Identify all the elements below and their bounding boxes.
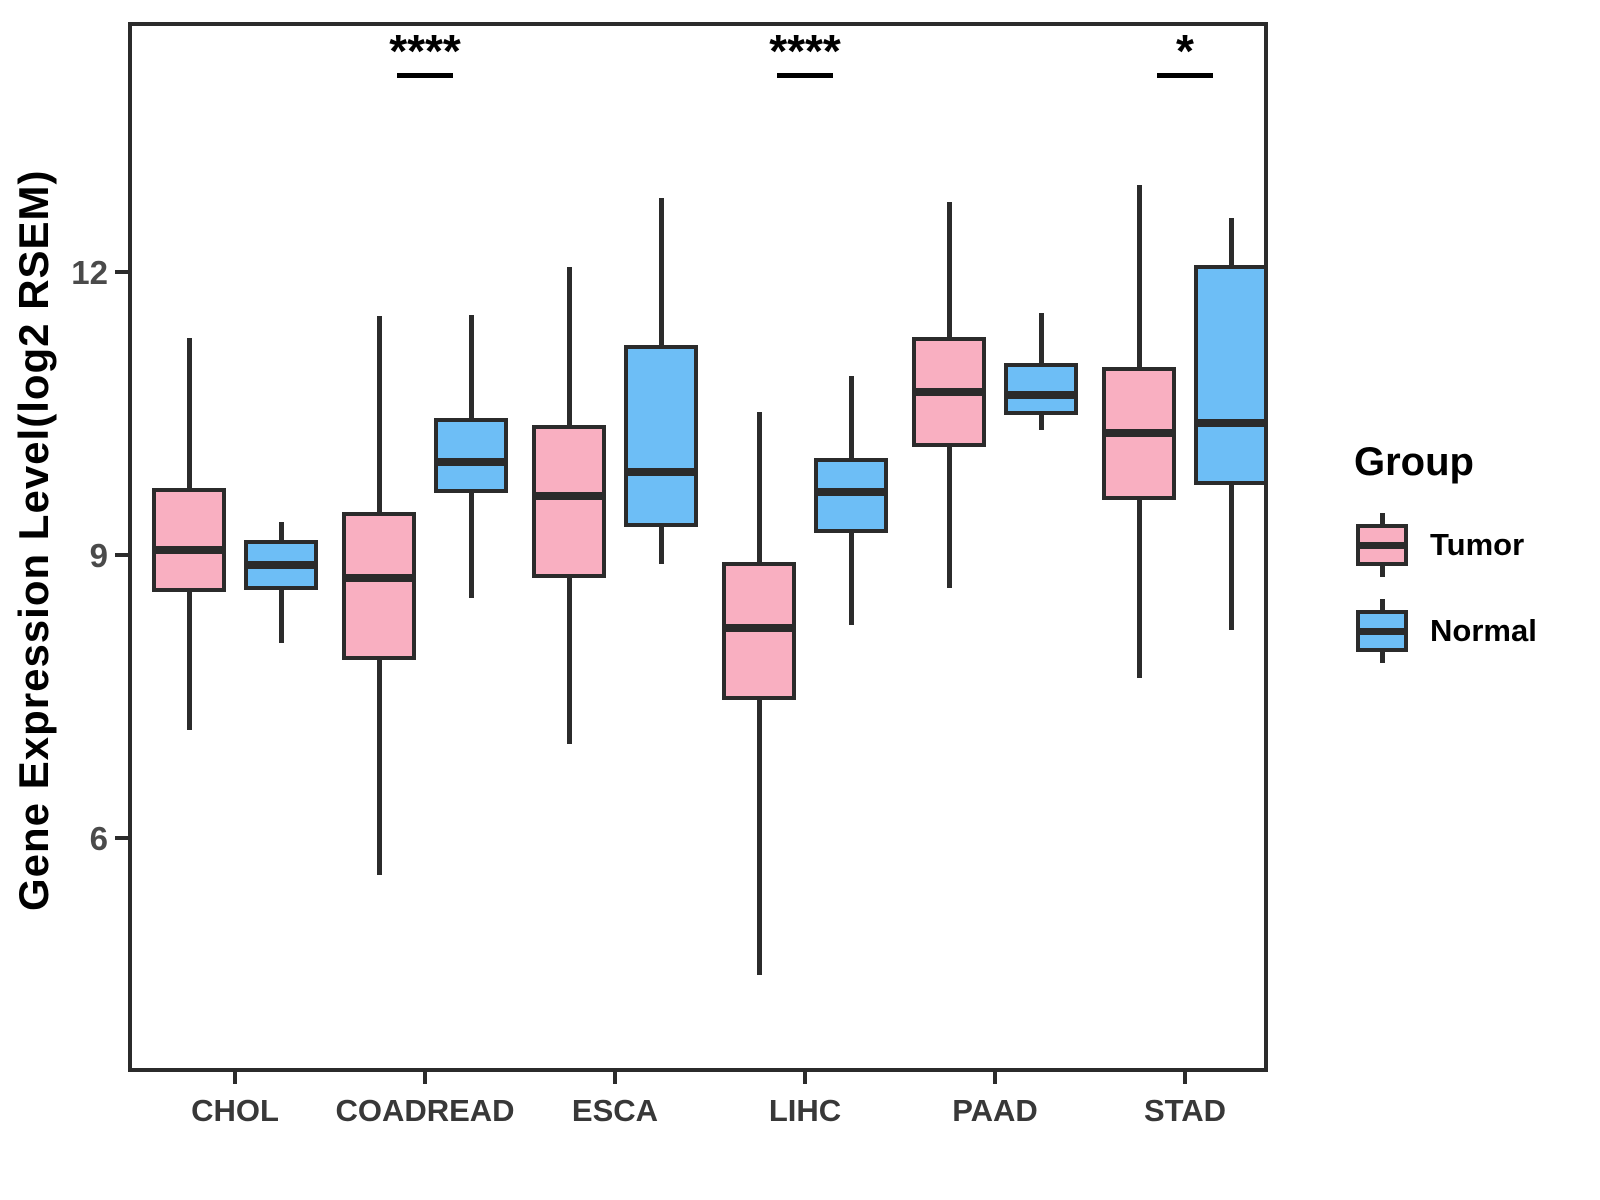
legend-key-boxplot-icon (1354, 595, 1410, 667)
legend-key-whisker-top (1380, 599, 1385, 611)
median-tumor-CHOL (152, 546, 226, 555)
y-axis-tick (115, 270, 128, 274)
y-axis-tick-label: 9 (89, 537, 108, 575)
x-axis-tick-label: LIHC (768, 1093, 842, 1128)
box-normal-ESCA (624, 344, 698, 527)
legend-key-median (1356, 542, 1408, 549)
x-axis-tick-label: ESCA (571, 1093, 659, 1128)
median-normal-PAAD (1004, 390, 1078, 399)
median-normal-CHOL (244, 561, 318, 570)
legend-title: Group (1354, 440, 1474, 484)
x-axis-tick (613, 1072, 617, 1084)
box-normal-COADREAD (434, 418, 508, 493)
x-axis-tick (1183, 1072, 1187, 1084)
box-tumor-COADREAD (342, 511, 416, 660)
legend-entry-tumor: Tumor (1354, 509, 1590, 581)
median-normal-ESCA (624, 468, 698, 476)
x-axis-tick (423, 1072, 427, 1084)
plot-panel (128, 22, 1268, 1072)
legend-key-whisker-bottom (1380, 565, 1385, 577)
x-axis-tick (803, 1072, 807, 1084)
box-tumor-CHOL (152, 488, 226, 592)
median-normal-LIHC (814, 487, 888, 496)
y-axis-tick-label: 6 (89, 820, 108, 858)
y-axis-tick-label: 12 (71, 254, 108, 291)
y-axis-tick (115, 553, 128, 558)
significance-label-LIHC: **** (769, 25, 841, 77)
x-axis-tick-label: STAD (1143, 1093, 1227, 1128)
significance-bar-STAD (1157, 73, 1213, 78)
legend-entry-normal: Normal (1354, 595, 1590, 667)
significance-label-COADREAD: **** (389, 25, 461, 77)
legend-key-boxplot-icon (1354, 509, 1410, 581)
median-normal-STAD (1194, 418, 1268, 427)
legend-key-whisker-top (1380, 513, 1385, 525)
median-tumor-ESCA (532, 491, 606, 500)
box-normal-PAAD (1004, 362, 1078, 416)
x-axis-tick-label: PAAD (952, 1093, 1038, 1128)
median-tumor-STAD (1102, 429, 1176, 438)
median-normal-COADREAD (434, 457, 508, 466)
x-axis-tick-label: COADREAD (335, 1093, 515, 1128)
significance-bar-COADREAD (397, 73, 453, 78)
legend-label: Normal (1430, 613, 1537, 648)
legend-label: Tumor (1430, 527, 1525, 562)
box-normal-STAD (1194, 265, 1268, 486)
median-tumor-PAAD (912, 387, 986, 396)
legend: Group Tumor Normal (1340, 440, 1590, 681)
significance-bar-LIHC (777, 73, 833, 78)
legend-key-whisker-bottom (1380, 651, 1385, 663)
median-tumor-COADREAD (342, 573, 416, 582)
y-axis-tick (115, 836, 128, 841)
x-axis-tick-label: CHOL (191, 1093, 279, 1128)
x-axis-tick (993, 1072, 997, 1084)
median-tumor-LIHC (722, 623, 796, 632)
x-axis-tick (233, 1072, 237, 1084)
box-tumor-ESCA (532, 424, 606, 578)
significance-label-STAD: * (1176, 25, 1194, 77)
legend-key-median (1356, 628, 1408, 635)
